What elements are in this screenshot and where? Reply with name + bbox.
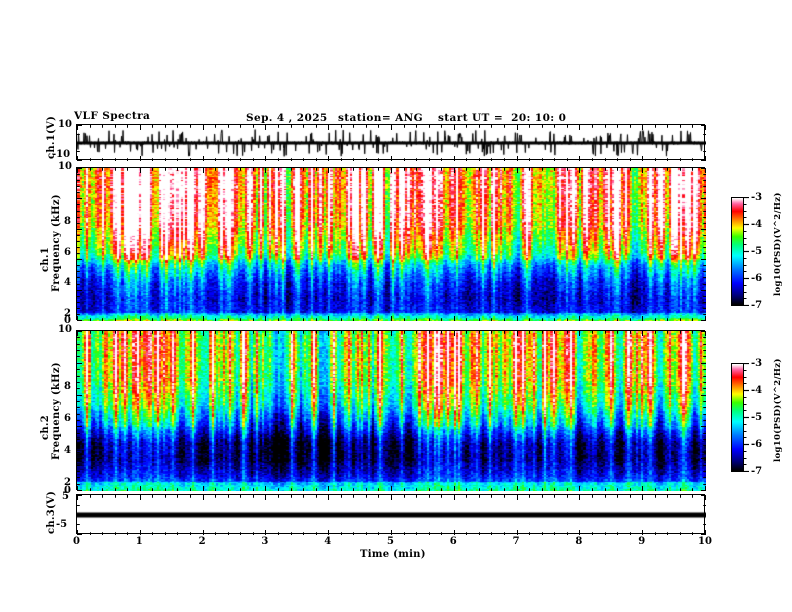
ch2-spec-axis-label: Frequency (kHz) — [51, 362, 62, 460]
start-ut-label: start UT = 20: 10: 0 — [438, 112, 567, 124]
colorbar-ch1-label: log10(PSD)(V^2/Hz) — [773, 192, 783, 296]
ch2-spec-ytick-6: 6 — [64, 413, 71, 424]
ch1-spec-ytick-2: 2 — [64, 308, 71, 319]
colorbar-ch2-tick--4: -4 — [751, 385, 763, 396]
x-tick-2: 2 — [198, 536, 206, 547]
x-tick-3: 3 — [261, 536, 269, 547]
x-tick-9: 9 — [638, 536, 646, 547]
ch1-spectrogram-panel — [76, 167, 706, 321]
x-tick-10: 10 — [698, 536, 712, 547]
colorbar-ch1-tick--5: -5 — [751, 246, 763, 257]
ch3-ytick-bottom: -5 — [56, 519, 68, 530]
colorbar-ch1-tick--6: -6 — [751, 273, 763, 284]
colorbar-ch1-tick--3: -3 — [751, 192, 763, 203]
ch1-spec-axis-label: Frequency (kHz) — [51, 194, 62, 292]
ch2-spec-ytick-8: 8 — [64, 381, 71, 392]
ch1-spec-ytick-4: 4 — [64, 277, 71, 288]
x-tick-7: 7 — [512, 536, 520, 547]
colorbar-ch2 — [731, 363, 744, 472]
ch1-ytick-top: 10 — [58, 119, 72, 130]
x-tick-8: 8 — [575, 536, 583, 547]
x-axis-label: Time (min) — [360, 549, 426, 560]
ch3-ytick-top: 5 — [62, 491, 69, 502]
ch3-voltage-panel — [76, 494, 706, 535]
colorbar-ch2-tick--3: -3 — [751, 358, 763, 369]
colorbar-ch2-tick--5: -5 — [751, 412, 763, 423]
ch2-spec-ytick-2: 2 — [64, 477, 71, 488]
ch1-spec-ytick-10: 10 — [58, 161, 72, 172]
colorbar-ch1-tick--7: -7 — [751, 300, 763, 311]
x-tick-1: 1 — [135, 536, 143, 547]
x-tick-4: 4 — [324, 536, 332, 547]
station-label: station= ANG — [338, 112, 424, 124]
ch1-spec-channel-label: ch.1 — [40, 247, 51, 272]
ch1-spec-ytick-6: 6 — [64, 247, 71, 258]
ch2-spec-ytick-10: 10 — [58, 324, 72, 335]
ch1-spec-ytick-8: 8 — [64, 216, 71, 227]
colorbar-ch2-tick--7: -7 — [751, 466, 763, 477]
ch1-ytick-bottom: -10 — [52, 149, 71, 160]
ch2-spec-channel-label: ch.2 — [40, 415, 51, 440]
ch2-spectrogram-panel — [76, 330, 706, 491]
record-date: Sep. 4 , 2025 — [246, 112, 328, 124]
x-tick-5: 5 — [387, 536, 394, 547]
ch3-voltage-axis-label: ch.3(V) — [46, 490, 57, 534]
colorbar-ch2-tick--6: -6 — [751, 439, 763, 450]
colorbar-ch1-tick--4: -4 — [751, 219, 763, 230]
colorbar-ch2-label: log10(PSD)(V^2/Hz) — [773, 358, 783, 462]
x-tick-6: 6 — [449, 536, 457, 547]
page-title: VLF Spectra — [74, 110, 151, 122]
ch1-voltage-axis-label: ch.1(V) — [46, 115, 57, 159]
ch2-spec-ytick-0: 0 — [64, 485, 71, 496]
x-tick-0: 0 — [73, 536, 80, 547]
ch1-voltage-panel — [76, 124, 706, 161]
ch1-spec-ytick-0: 0 — [64, 315, 71, 326]
ch2-spec-ytick-4: 4 — [64, 445, 71, 456]
colorbar-ch1 — [731, 197, 744, 306]
